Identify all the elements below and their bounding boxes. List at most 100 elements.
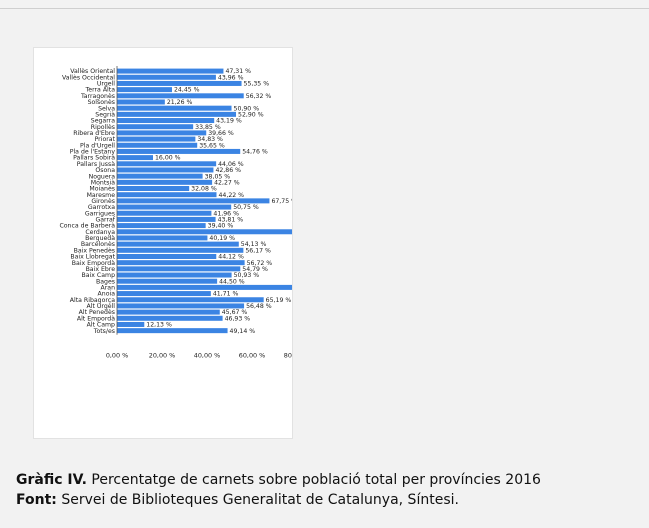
category-label-garrigues: Garrigues bbox=[85, 210, 115, 217]
bar-pla-de-l-estany bbox=[117, 148, 241, 154]
bar-baix-camp bbox=[117, 272, 232, 278]
data-label-garrotxa: 50,75 % bbox=[233, 204, 259, 211]
bar-selva bbox=[117, 105, 232, 111]
bar-solsones bbox=[117, 99, 165, 105]
x-tick-label: 40,00 % bbox=[194, 352, 220, 360]
data-label-selva: 50,90 % bbox=[234, 105, 260, 112]
category-label-anoia: Anoia bbox=[98, 291, 116, 298]
data-label-osona: 42,86 % bbox=[215, 167, 241, 174]
bar-maresme bbox=[117, 192, 217, 198]
data-label-anoia: 41,71 % bbox=[213, 291, 239, 298]
bar-aran bbox=[117, 284, 292, 290]
data-label-pla-d-urgell: 35,65 % bbox=[199, 142, 225, 149]
bar-alta-ribagorca bbox=[117, 297, 264, 303]
category-label-valles-oriental: Vallès Oriental bbox=[70, 67, 115, 75]
bar-tarragones bbox=[117, 93, 244, 99]
category-label-terra-alta: Terra Alta bbox=[85, 87, 116, 94]
category-label-noguera: Noguera bbox=[89, 173, 116, 180]
bar-alt-urgell bbox=[117, 303, 245, 309]
caption-text: Percentatge de carnets sobre població to… bbox=[91, 472, 541, 488]
category-label-baix-llobregat: Baix Llobregat bbox=[70, 254, 115, 261]
top-divider bbox=[0, 8, 649, 9]
bar-baix-llobregat bbox=[117, 253, 217, 259]
data-label-montsia: 42,27 % bbox=[214, 179, 240, 186]
x-tick-label: 80,00 % bbox=[284, 352, 292, 360]
bar-garraf bbox=[117, 216, 216, 222]
category-label-pla-d-urgell: Pla d'Urgell bbox=[80, 142, 115, 149]
category-label-alt-camp: Alt Camp bbox=[87, 322, 115, 329]
data-label-garraf: 43,81 % bbox=[218, 217, 244, 224]
bar-conca-de-barbera bbox=[117, 223, 206, 229]
data-label-moianes: 32,08 % bbox=[191, 186, 217, 193]
category-label-cerdanya: Cerdanya bbox=[85, 229, 115, 236]
bar-anoia bbox=[117, 291, 211, 297]
chart-panel: Vallès Oriental 47,31 % Vallès Occidental 4… bbox=[33, 47, 293, 439]
data-label-barcelones: 54,13 % bbox=[241, 241, 267, 248]
category-label-baix-penedes: Baix Penedès bbox=[74, 246, 115, 254]
bar-garrigues bbox=[117, 210, 212, 216]
bar-pallars-sobira bbox=[117, 155, 153, 161]
category-label-tots-es: Tots/es bbox=[93, 328, 115, 335]
category-label-alt-urgell: Alt Urgell bbox=[87, 303, 116, 310]
category-label-barcelones: Barcelonès bbox=[81, 240, 115, 248]
data-label-urgell: 55,35 % bbox=[244, 81, 270, 88]
bar-moianes bbox=[117, 186, 190, 192]
bar-segarra bbox=[117, 118, 215, 124]
category-label-selva: Selva bbox=[98, 105, 115, 112]
category-label-priorat: Priorat bbox=[95, 136, 116, 143]
category-label-baix-emporda: Baix Empordà bbox=[72, 259, 115, 267]
category-label-segarra: Segarra bbox=[91, 118, 115, 125]
caption-label: Gràfic IV. bbox=[16, 472, 87, 488]
category-label-tarragones: Tarragonès bbox=[80, 92, 115, 100]
source-text: Servei de Biblioteques Generalitat de Ca… bbox=[61, 492, 459, 508]
data-label-alt-urgell: 56,48 % bbox=[246, 303, 272, 310]
bar-osona bbox=[117, 167, 214, 173]
bar-bergueda bbox=[117, 235, 208, 241]
category-label-maresme: Maresme bbox=[87, 192, 116, 199]
data-label-baix-llobregat: 44,12 % bbox=[218, 254, 244, 261]
data-label-maresme: 44,22 % bbox=[219, 192, 245, 199]
data-label-pla-de-l-estany: 54,76 % bbox=[242, 149, 268, 156]
data-label-priorat: 34,83 % bbox=[197, 136, 223, 143]
data-label-pallars-sobira: 16,00 % bbox=[155, 155, 181, 162]
bar-baix-emporda bbox=[117, 260, 245, 266]
bar-priorat bbox=[117, 136, 196, 142]
bar-montsia bbox=[117, 179, 213, 185]
data-label-valles-oriental: 47,31 % bbox=[225, 68, 251, 75]
bar-urgell bbox=[117, 80, 242, 86]
data-label-ripolles: 33,85 % bbox=[195, 124, 221, 131]
category-label-valles-occidental: Vallès Occidental bbox=[62, 73, 115, 81]
data-label-segarra: 43,19 % bbox=[216, 118, 242, 125]
category-label-alt-penedes: Alt Penedès bbox=[79, 308, 115, 316]
category-label-pallars-sobira: Pallars Sobirà bbox=[73, 154, 115, 162]
category-label-aran: Aran bbox=[101, 284, 116, 291]
data-label-baix-camp: 50,93 % bbox=[234, 272, 260, 279]
data-label-pallars-jussa: 44,06 % bbox=[218, 161, 244, 168]
bar-alt-penedes bbox=[117, 309, 220, 315]
bar-alt-camp bbox=[117, 321, 145, 327]
bar-valles-occidental bbox=[117, 74, 216, 80]
data-label-conca-de-barbera: 39,40 % bbox=[208, 223, 234, 230]
source-label: Font: bbox=[16, 492, 57, 508]
data-label-baix-emporda: 56,72 % bbox=[247, 260, 273, 267]
data-label-noguera: 38,05 % bbox=[205, 173, 231, 180]
category-label-ripolles: Ripollès bbox=[91, 123, 115, 131]
bar-terra-alta bbox=[117, 87, 173, 93]
category-label-urgell: Urgell bbox=[97, 81, 115, 88]
data-label-ribera-d-ebre: 39,66 % bbox=[208, 130, 234, 137]
category-label-segria: Segrià bbox=[95, 110, 115, 118]
data-label-segria: 52,90 % bbox=[238, 111, 264, 118]
bar-pla-d-urgell bbox=[117, 142, 198, 148]
caption-line: Gràfic IV. Percentatge de carnets sobre … bbox=[16, 470, 646, 490]
bar-noguera bbox=[117, 173, 203, 179]
data-label-tarragones: 56,32 % bbox=[246, 93, 272, 100]
x-tick-label: 20,00 % bbox=[149, 352, 175, 360]
category-label-baix-ebre: Baix Ebre bbox=[86, 266, 116, 273]
data-label-alt-penedes: 45,67 % bbox=[222, 309, 248, 316]
bar-baix-ebre bbox=[117, 266, 241, 272]
category-label-ribera-d-ebre: Ribera d'Ebre bbox=[73, 130, 115, 137]
category-label-montsia: Montsià bbox=[91, 178, 115, 186]
bar-baix-penedes bbox=[117, 247, 244, 253]
category-label-pallars-jussa: Pallars Jussà bbox=[77, 160, 115, 168]
bar-segria bbox=[117, 111, 237, 117]
